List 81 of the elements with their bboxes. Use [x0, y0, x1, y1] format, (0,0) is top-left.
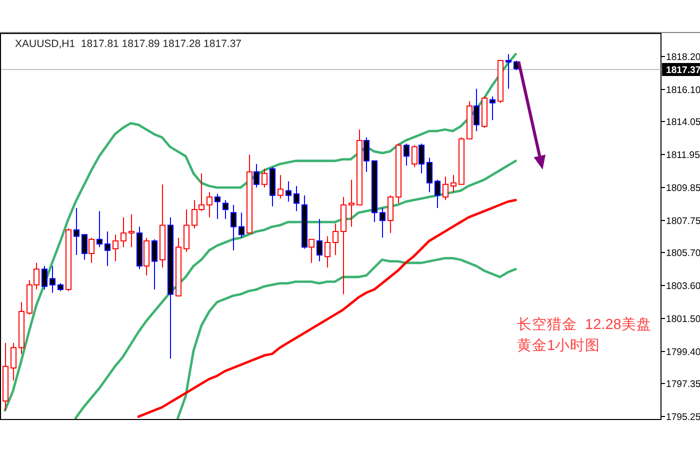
candlestick	[442, 176, 449, 201]
candlestick	[489, 96, 496, 121]
candlestick	[246, 154, 253, 234]
y-tick-label: 1807.75	[666, 216, 700, 227]
candlestick	[411, 144, 418, 168]
candlestick	[73, 207, 80, 256]
candlestick	[18, 302, 25, 354]
candlestick	[136, 226, 143, 270]
candlestick	[159, 184, 166, 268]
candlestick	[371, 160, 378, 223]
candlestick	[403, 143, 410, 166]
candlestick	[379, 207, 386, 238]
candlestick	[238, 212, 245, 238]
y-tick-label: 1818.20	[666, 52, 700, 63]
candlestick	[481, 96, 488, 128]
candlestick	[324, 236, 331, 268]
candlestick	[434, 179, 441, 208]
candlestick	[230, 204, 237, 251]
candlestick	[458, 136, 465, 185]
candlestick	[356, 129, 363, 206]
candlestick	[466, 100, 473, 140]
candlestick	[10, 342, 17, 382]
candlestick	[41, 266, 48, 290]
candlestick	[143, 237, 150, 276]
chart-title: XAUUSD,H1 1817.81 1817.89 1817.28 1817.37	[15, 38, 242, 50]
candlestick	[269, 166, 276, 207]
candlestick	[505, 54, 512, 90]
candlestick	[206, 192, 213, 218]
candlestick	[473, 88, 480, 132]
candlestick	[395, 143, 402, 204]
candlestick	[167, 216, 174, 360]
candlestick	[112, 234, 119, 262]
candlestick	[49, 266, 56, 294]
candlestick	[222, 200, 229, 220]
candlestick	[151, 238, 158, 290]
line-series	[176, 256, 517, 419]
candlestick	[128, 214, 135, 248]
candlestick	[340, 196, 347, 295]
candlestick	[88, 237, 95, 264]
candlestick	[301, 194, 308, 250]
candlestick	[418, 143, 425, 174]
y-tick-label: 1795.25	[666, 412, 700, 423]
candlestick	[96, 210, 103, 248]
annotation: 黄金1小时图	[517, 337, 600, 354]
candlestick	[308, 238, 315, 264]
candlestick	[387, 194, 394, 234]
y-tick-label: 1797.35	[666, 379, 700, 390]
annotation: 长空猎金 12.28美盘	[517, 316, 652, 333]
candlestick	[348, 179, 355, 228]
candlestick	[450, 174, 457, 193]
candlestick	[65, 228, 72, 292]
y-tick-label: 1805.70	[666, 248, 700, 259]
candlestick	[285, 180, 292, 202]
y-tick-label: 1811.95	[666, 150, 700, 161]
line-series	[74, 160, 517, 419]
y-tick-label: 1809.85	[666, 183, 700, 194]
candlestick	[57, 282, 64, 292]
candlestick	[253, 164, 260, 188]
candlestick	[332, 223, 339, 256]
candlestick	[104, 230, 111, 267]
y-tick-label: 1816.10	[666, 85, 700, 96]
y-tick-label: 1814.05	[666, 117, 700, 128]
ref-line-label: 1817.37	[666, 65, 700, 76]
y-tick-label: 1803.60	[666, 281, 700, 292]
candlestick	[363, 136, 370, 172]
candlestick	[277, 174, 284, 200]
candlestick	[81, 234, 88, 260]
y-tick-label: 1799.40	[666, 347, 700, 358]
candlestick	[214, 193, 221, 220]
y-tick-label: 1801.50	[666, 314, 700, 325]
candlestick	[497, 60, 504, 104]
candlestick	[2, 342, 9, 411]
candlestick	[426, 157, 433, 193]
candlestick	[293, 185, 300, 212]
candlestick	[175, 237, 182, 296]
candlestick	[183, 209, 190, 252]
candlestick	[120, 216, 127, 248]
candlestick	[261, 168, 268, 188]
candlestick	[316, 218, 323, 262]
line-series	[4, 52, 517, 412]
line-series	[137, 198, 517, 418]
